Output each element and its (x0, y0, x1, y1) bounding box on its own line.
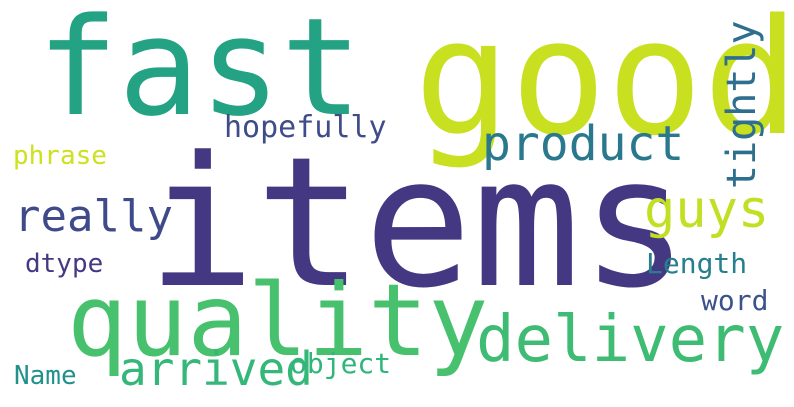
word-phrase: phrase (13, 141, 107, 171)
word-word: word (701, 284, 769, 317)
word-quality: quality (67, 262, 489, 379)
word-hopefully: hopefully (224, 110, 387, 145)
word-really: really (14, 191, 173, 242)
word-good: good (414, 0, 794, 171)
word-object: object (290, 347, 392, 380)
word-product: product (482, 116, 685, 172)
word-guys: guys (644, 180, 770, 240)
word-fast: fast (37, 0, 363, 146)
word-arrived: arrived (119, 342, 313, 396)
word-dtype: dtype (25, 249, 104, 279)
word-tightly: tightly (719, 20, 765, 189)
word-Name: Name (14, 361, 77, 391)
word-Length: Length (646, 247, 748, 280)
word-items: items (147, 119, 689, 328)
word-delivery: delivery (476, 303, 785, 377)
